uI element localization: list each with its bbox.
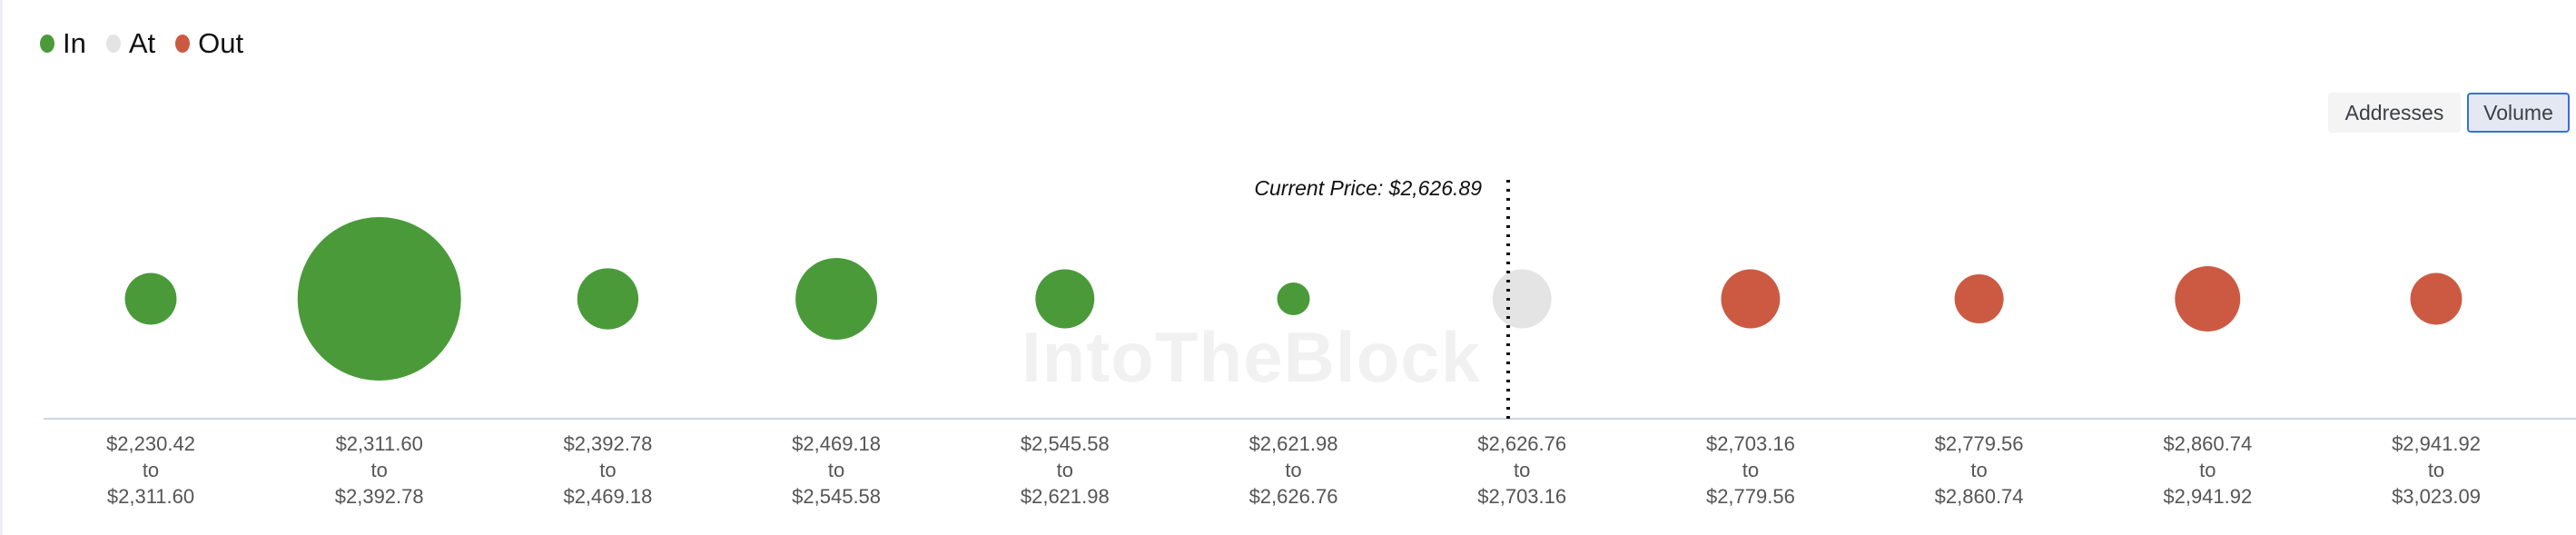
legend-item-out[interactable]: Out bbox=[175, 27, 243, 60]
tick-to-word: to bbox=[1285, 459, 1302, 481]
tick-to: $2,860.74 bbox=[1934, 485, 2024, 508]
bubble-in[interactable] bbox=[577, 268, 639, 330]
tick-from: $2,230.42 bbox=[106, 432, 195, 455]
tick-to-word: to bbox=[370, 459, 388, 481]
tick-to: $2,703.16 bbox=[1477, 485, 1567, 508]
watermark: IntoTheBlock bbox=[1022, 317, 1482, 397]
tick-from: $2,392.78 bbox=[563, 432, 653, 455]
tick-from: $2,703.16 bbox=[1705, 432, 1795, 455]
tick-to: $2,545.58 bbox=[792, 485, 882, 508]
volume-toggle-button[interactable]: Volume bbox=[2467, 93, 2570, 133]
tick-to: $2,779.56 bbox=[1705, 485, 1795, 508]
x-tick-label: $2,703.16 to $2,779.56 bbox=[1660, 431, 1841, 510]
x-tick-label: $2,621.98 to $2,626.76 bbox=[1203, 431, 1385, 510]
x-tick-label: $2,311.60 to $2,392.78 bbox=[289, 431, 470, 510]
bubble-in[interactable] bbox=[297, 217, 461, 381]
bubble-in[interactable] bbox=[1035, 269, 1095, 329]
x-tick-label: $2,392.78 to $2,469.18 bbox=[517, 431, 698, 510]
tick-from: $2,545.58 bbox=[1020, 432, 1110, 455]
tick-to-word: to bbox=[1970, 459, 1988, 481]
tick-to: $2,621.98 bbox=[1020, 485, 1110, 508]
bubble-in[interactable] bbox=[124, 272, 177, 325]
left-border bbox=[0, 0, 3, 535]
legend-label: At bbox=[128, 27, 156, 59]
x-tick-label: $2,545.58 to $2,621.98 bbox=[974, 431, 1156, 510]
legend-label: In bbox=[63, 27, 86, 59]
x-tick-label: $2,779.56 to $2,860.74 bbox=[1889, 431, 2070, 510]
x-tick-label: $2,230.42 to $2,311.60 bbox=[60, 431, 242, 510]
tick-to: $2,311.60 bbox=[106, 485, 195, 508]
legend: In At Out bbox=[40, 27, 263, 60]
tick-to: $2,941.92 bbox=[2163, 485, 2253, 508]
tick-to-word: to bbox=[1514, 459, 1531, 481]
tick-to-word: to bbox=[2427, 459, 2445, 481]
x-tick-label: $2,941.92 to $3,023.09 bbox=[2345, 431, 2527, 510]
addresses-toggle-button[interactable]: Addresses bbox=[2328, 93, 2461, 133]
bubble-out[interactable] bbox=[2410, 272, 2462, 325]
bubble-in[interactable] bbox=[1277, 282, 1310, 315]
tick-to-word: to bbox=[142, 459, 160, 481]
tick-from: $2,941.92 bbox=[2392, 432, 2481, 455]
tick-to: $3,023.09 bbox=[2392, 485, 2481, 508]
bubble-out[interactable] bbox=[1721, 269, 1781, 329]
tick-from: $2,311.60 bbox=[335, 432, 423, 455]
tick-to: $2,392.78 bbox=[334, 485, 424, 508]
tick-to: $2,469.18 bbox=[563, 485, 653, 508]
x-tick-label: $2,860.74 to $2,941.92 bbox=[2117, 431, 2298, 510]
tick-to-word: to bbox=[1056, 459, 1073, 481]
legend-label: Out bbox=[198, 27, 244, 59]
tick-from: $2,860.74 bbox=[2163, 432, 2253, 455]
tick-from: $2,779.56 bbox=[1934, 432, 2024, 455]
tick-to: $2,626.76 bbox=[1249, 485, 1338, 508]
tick-to-word: to bbox=[1742, 459, 1760, 481]
legend-dot-icon bbox=[105, 35, 121, 53]
tick-to-word: to bbox=[827, 459, 845, 481]
legend-dot-icon bbox=[40, 35, 54, 53]
bubble-at[interactable] bbox=[1492, 269, 1552, 329]
tick-from: $2,621.98 bbox=[1249, 432, 1338, 455]
bubble-in[interactable] bbox=[795, 258, 878, 340]
tick-to-word: to bbox=[599, 459, 617, 481]
bubble-out[interactable] bbox=[2175, 266, 2241, 332]
current-price-label: Current Price: $2,626.89 bbox=[1254, 176, 1482, 200]
x-tick-label: $2,626.76 to $2,703.16 bbox=[1431, 431, 1613, 510]
tick-from: $2,626.76 bbox=[1477, 432, 1567, 455]
legend-dot-icon bbox=[175, 35, 191, 53]
legend-item-in[interactable]: In bbox=[40, 27, 86, 60]
tick-to-word: to bbox=[2199, 459, 2216, 481]
x-tick-label: $2,469.18 to $2,545.58 bbox=[745, 431, 927, 510]
legend-item-at[interactable]: At bbox=[105, 27, 156, 60]
bubble-out[interactable] bbox=[1954, 274, 2004, 323]
tick-from: $2,469.18 bbox=[792, 432, 882, 455]
